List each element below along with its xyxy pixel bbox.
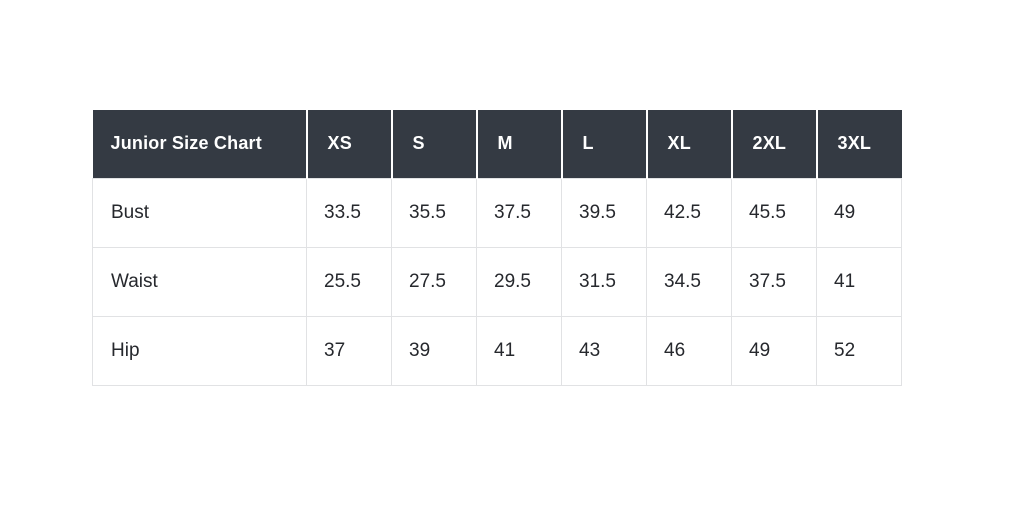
cell-hip-s: 39	[391, 315, 477, 386]
table-title: Junior Size Chart	[92, 110, 307, 178]
header-row: Junior Size Chart XS S M L XL 2XL 3XL	[92, 110, 902, 178]
cell-bust-xs: 33.5	[306, 177, 392, 248]
cell-bust-2xl: 45.5	[731, 177, 817, 248]
cell-hip-3xl: 52	[816, 315, 902, 386]
junior-size-chart-table: Junior Size Chart XS S M L XL 2XL 3XL Bust 33.5…	[92, 110, 902, 386]
cell-waist-2xl: 37.5	[731, 246, 817, 317]
cell-waist-m: 29.5	[476, 246, 562, 317]
cell-hip-xl: 46	[646, 315, 732, 386]
row-label-hip: Hip	[92, 315, 307, 386]
table-row-waist: Waist 25.5 27.5 29.5 31.5 34.5 37.5 41	[92, 246, 902, 317]
table-body: Bust 33.5 35.5 37.5 39.5 42.5 45.5 49 Waist 25.5 2…	[92, 177, 902, 386]
table-row-bust: Bust 33.5 35.5 37.5 39.5 42.5 45.5 49	[92, 177, 902, 248]
table-row-hip: Hip 37 39 41 43 46 49 52	[92, 315, 902, 386]
column-header-xs: XS	[305, 110, 392, 178]
table-header: Junior Size Chart XS S M L XL 2XL 3XL	[92, 110, 902, 178]
cell-waist-l: 31.5	[561, 246, 647, 317]
column-header-xl: XL	[645, 110, 732, 178]
cell-hip-l: 43	[561, 315, 647, 386]
cell-bust-3xl: 49	[816, 177, 902, 248]
cell-waist-xl: 34.5	[646, 246, 732, 317]
cell-hip-m: 41	[476, 315, 562, 386]
cell-bust-xl: 42.5	[646, 177, 732, 248]
cell-hip-2xl: 49	[731, 315, 817, 386]
column-header-m: M	[475, 110, 562, 178]
cell-waist-s: 27.5	[391, 246, 477, 317]
cell-bust-s: 35.5	[391, 177, 477, 248]
cell-hip-xs: 37	[306, 315, 392, 386]
cell-waist-xs: 25.5	[306, 246, 392, 317]
column-header-2xl: 2XL	[730, 110, 817, 178]
cell-bust-m: 37.5	[476, 177, 562, 248]
column-header-l: L	[560, 110, 647, 178]
row-label-waist: Waist	[92, 246, 307, 317]
column-header-s: S	[390, 110, 477, 178]
cell-bust-l: 39.5	[561, 177, 647, 248]
cell-waist-3xl: 41	[816, 246, 902, 317]
row-label-bust: Bust	[92, 177, 307, 248]
column-header-3xl: 3XL	[815, 110, 902, 178]
